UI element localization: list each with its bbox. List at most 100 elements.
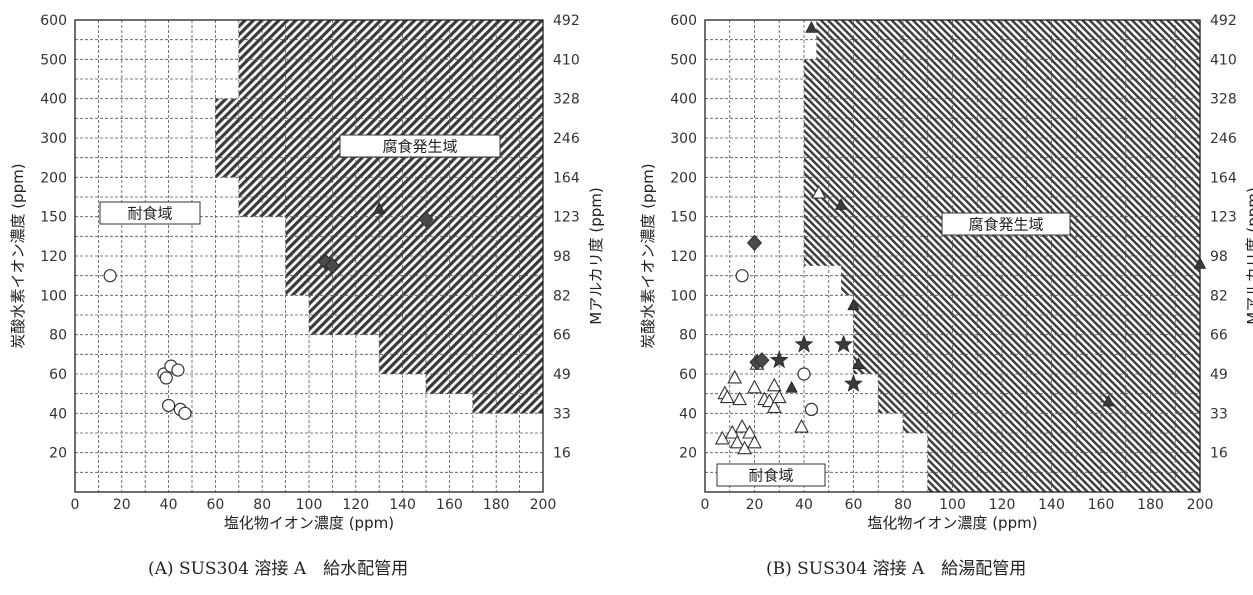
data-point-triangle-open [771,389,787,404]
data-point-triangle-filled [785,380,798,393]
data-point-triangle-open [747,434,762,449]
corrosion-region [426,374,543,394]
y2-tick-label: 164 [1210,170,1237,186]
y2-tick-label: 246 [1210,131,1237,147]
y2-tick-label: 328 [553,92,580,108]
y2-tick-label: 66 [1210,328,1228,344]
data-point-star [844,373,863,392]
chart-b: 0 20 40 60 80 100 120 140 160 180 200 20 40 60 80 100 12… [639,13,1253,532]
y-tick-label: 100 [670,288,697,304]
resistant-region-label: 耐食域 [748,467,793,485]
x-tick-label: 0 [71,497,80,513]
data-point-star [834,334,854,353]
data-point-triangle-open [734,418,750,433]
y-tick-label: 200 [670,170,697,186]
data-point-circle [735,269,749,283]
y2-tick-label: 164 [553,170,580,186]
corrosion-region-label-box: 腐食発生域 [339,134,501,158]
y2-tick-label: 82 [553,288,571,304]
chart-a: 0 20 40 60 80 100 120 140 160 180 200 20 40 60 80 100 12… [9,13,605,532]
y-tick-label: 60 [49,367,67,383]
y-tick-label: 200 [40,170,67,186]
x-tick-label: 80 [894,497,912,513]
x-tick-label: 60 [845,497,863,513]
y2-axis-label: Mアルカリ度 (ppm) [1244,187,1253,324]
data-point-triangle-filled [847,298,860,311]
y2-tick-label: 246 [553,131,580,147]
y-tick-label: 20 [49,446,67,462]
y2-tick-label: 49 [553,367,571,383]
x-tick-label: 20 [746,497,764,513]
corrosion-region-label-frame [941,212,1071,236]
x-tick-label: 200 [530,497,557,513]
y-tick-label: 150 [40,210,67,226]
y2-tick-label: 492 [553,13,580,29]
y2-tick-label: 33 [553,406,571,422]
data-point-star [769,350,789,369]
data-point-triangle-open [766,399,782,413]
y-tick-label: 150 [670,210,697,226]
corrosion-region-label-frame [339,134,501,158]
data-point-triangle-open [727,369,743,384]
data-point-circle [162,398,176,413]
corrosion-region [472,393,543,414]
x-tick-label: 80 [253,497,271,513]
caption-b: (B) SUS304 溶接 A 給湯配管用 [766,559,1027,579]
y-tick-label: 300 [670,131,697,147]
data-point-circle [171,363,185,377]
x-tick-label: 0 [701,497,710,513]
y2-tick-label: 123 [1210,210,1237,226]
x-tick-label: 120 [342,497,369,513]
data-point-diamond [324,257,340,274]
y2-tick-label: 98 [553,249,571,265]
x-tick-label: 160 [436,497,463,513]
data-point-circle [797,367,811,381]
data-point-triangle-filled [852,357,865,370]
data-point-triangle-open [742,424,757,439]
y-tick-label: 60 [679,367,697,383]
caption-a: (A) SUS304 溶接 A 給水配管用 [148,559,409,579]
y-tick-label: 600 [40,13,67,29]
x-tick-label: 140 [1038,497,1065,513]
x-tick-label: 180 [483,497,510,513]
data-point-triangle-open [811,184,827,199]
corrosion-region-label: 腐食発生域 [968,216,1043,234]
x-tick-label: 200 [1187,497,1214,513]
data-point-triangle-filled [805,21,818,33]
y2-tick-label: 410 [553,52,580,68]
y-tick-label: 600 [670,13,697,29]
data-point-triangle-open [766,377,782,392]
resistant-region-label-box: 耐食域 [99,201,201,225]
data-point-circle [804,402,819,416]
corrosion-region [841,265,1200,296]
x-tick-label: 60 [206,497,224,513]
y2-tick-label: 492 [1210,13,1237,29]
data-point-circle [103,269,117,283]
x-axis-label: 塩化物イオン濃度 (ppm) [224,514,394,532]
data-point-circle [159,371,173,385]
x-tick-label: 160 [1088,497,1115,513]
x-tick-label: 120 [989,497,1016,513]
data-point-triangle-open [719,389,735,404]
data-point-star [794,334,814,353]
y-tick-label: 400 [40,92,67,108]
x-tick-label: 40 [160,497,178,513]
data-point-triangle-open [747,379,762,394]
x-tick-label: 20 [113,497,131,513]
y-tick-label: 80 [679,328,697,344]
y-axis-label: 炭酸水素イオン濃度 (ppm) [9,163,27,348]
y2-tick-label: 33 [1210,406,1228,422]
resistant-region-label-box: 耐食域 [716,463,826,487]
y2-tick-label: 123 [553,210,580,226]
resistant-region-label: 耐食域 [127,205,172,223]
x-tick-label: 100 [296,497,323,513]
y2-tick-label: 98 [1210,249,1228,265]
data-point-triangle-filled [1193,257,1207,269]
y-tick-label: 40 [679,406,697,422]
resistant-region-label-frame [716,463,826,487]
y-axis-label: 炭酸水素イオン濃度 (ppm) [639,163,657,348]
data-point-triangle-filled [834,198,848,210]
y-tick-label: 500 [40,52,67,68]
y-tick-label: 120 [40,249,67,265]
